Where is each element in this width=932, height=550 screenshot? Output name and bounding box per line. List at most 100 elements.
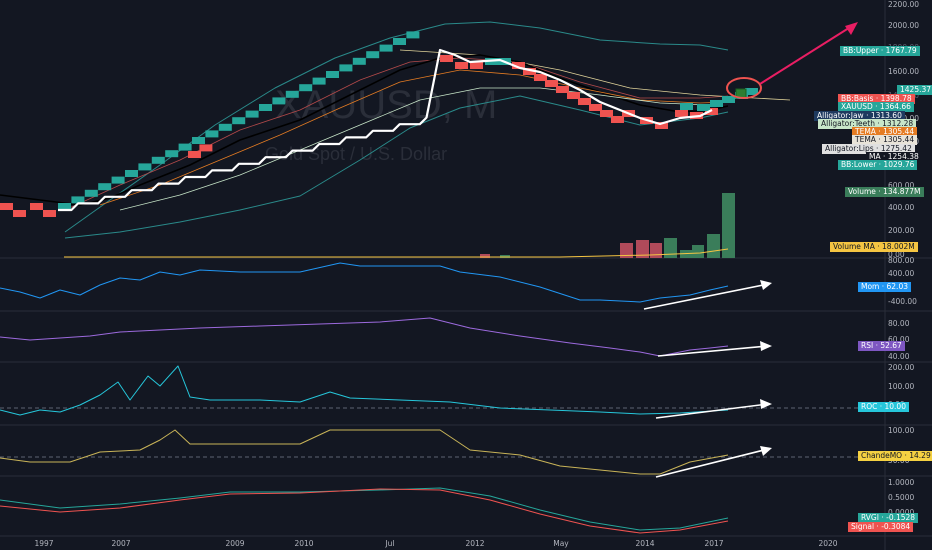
trend-arrow[interactable]	[759, 25, 853, 85]
bear-brick	[188, 151, 201, 158]
bull-brick	[680, 103, 693, 110]
bear-brick	[589, 104, 602, 111]
volume-bar	[636, 240, 649, 258]
price-tick: 2200.00	[888, 0, 919, 9]
bull-brick	[366, 51, 380, 59]
price-label-tag: Alligator:Jaw · 1313.60	[814, 111, 905, 121]
bull-brick	[379, 44, 393, 52]
rvgi-signal-tag: Signal · -0.3084	[848, 522, 914, 532]
bull-brick	[151, 156, 165, 164]
annotation-layer[interactable]	[726, 22, 858, 99]
volume-bars	[64, 193, 735, 258]
roc-arrowhead[interactable]	[760, 399, 772, 409]
rvgi-pane[interactable]	[0, 487, 729, 534]
bull-brick	[339, 64, 353, 72]
cmo-arrowhead[interactable]	[760, 446, 772, 456]
bull-brick	[165, 150, 179, 158]
bear-brick	[512, 62, 525, 69]
roc-pane[interactable]	[0, 365, 885, 419]
price-label-tag: Alligator:Teeth · 1312.28	[818, 119, 917, 129]
rsi-arrowhead[interactable]	[760, 341, 772, 351]
mom-tick: 800.00	[888, 256, 914, 265]
bull-brick	[192, 137, 205, 144]
volume-tick: 600.00	[888, 181, 914, 190]
rsi-tick: 80.00	[888, 319, 910, 328]
time-axis[interactable]: 1997 2007 2009 2010 Jul 2012 May 2014 2017 2020	[34, 539, 837, 548]
bollinger-bands	[64, 21, 791, 239]
bull-brick	[84, 189, 98, 197]
bear-brick	[199, 144, 213, 152]
cmo-tick: 100.00	[888, 426, 914, 435]
time-tick: 2007	[111, 539, 130, 548]
bull-brick	[722, 96, 735, 103]
time-tick: 2012	[465, 539, 484, 548]
bull-brick	[125, 170, 138, 177]
mom-arrowhead[interactable]	[760, 280, 772, 290]
price-label-tag: XAUUSD · 1364.66	[838, 102, 914, 112]
symbol-description-watermark: Gold Spot / U.S. Dollar	[265, 144, 447, 164]
roc-tick: 100.00	[888, 382, 914, 391]
highlight-ellipse[interactable]	[726, 77, 762, 99]
bear-brick	[440, 55, 453, 62]
mom-value-tag: Mom · 62.03	[858, 282, 911, 292]
zigzag-line	[58, 48, 713, 212]
ma-line	[0, 54, 729, 206]
bull-brick	[745, 88, 758, 95]
bear-brick	[567, 92, 580, 99]
time-tick: May	[553, 539, 569, 548]
bull-brick	[312, 77, 326, 85]
time-tick: 2014	[635, 539, 654, 548]
rsi-tick: 60.00	[888, 335, 910, 344]
cmo-trend-arrow[interactable]	[655, 448, 769, 478]
alligator-teeth-line	[399, 49, 791, 101]
alligator-lips-line	[119, 87, 711, 211]
bear-brick	[675, 110, 688, 117]
bull-brick	[259, 104, 272, 111]
bear-brick	[13, 210, 26, 217]
bear-brick	[611, 116, 624, 123]
time-tick: 1997	[34, 539, 53, 548]
bear-brick	[0, 203, 13, 210]
volume-label-tag: Volume · 134.877M	[845, 187, 924, 197]
volume-bar	[722, 193, 735, 258]
roc-tick: 200.00	[888, 363, 914, 372]
cmo-line	[0, 429, 729, 475]
bull-brick	[245, 110, 259, 118]
rvgi-value-tag: RVGI · -0.1528	[858, 513, 919, 523]
price-label-tag: BB:Lower · 1029.76	[838, 160, 918, 170]
moving-averages	[0, 54, 729, 211]
mom-line	[0, 262, 729, 303]
roc-trend-arrow[interactable]	[655, 403, 769, 419]
bull-brick	[710, 100, 723, 107]
chande-mo-pane[interactable]	[0, 429, 885, 478]
mom-trend-arrow[interactable]	[643, 283, 769, 310]
rvgi-signal-line	[0, 488, 729, 534]
bull-brick	[697, 104, 710, 111]
bear-brick	[455, 62, 468, 69]
bear-brick	[545, 80, 558, 87]
price-label-tag: TEMA · 1305.44	[852, 127, 918, 137]
volume-tick: 0.00	[888, 250, 905, 259]
price-label-tag: BB:Upper · 1767.79	[840, 46, 920, 56]
bull-brick	[272, 97, 286, 105]
rsi-trend-arrow[interactable]	[657, 345, 769, 357]
bull-brick	[352, 57, 366, 65]
bear-brick	[534, 74, 547, 81]
rvgi-tick: 0.0000	[888, 508, 914, 517]
rsi-pane[interactable]	[0, 317, 772, 357]
time-tick: 2020	[818, 539, 837, 548]
time-tick: Jul	[384, 539, 394, 548]
price-label-tag: MA · 1254.38	[866, 152, 922, 162]
momentum-pane[interactable]	[0, 262, 772, 310]
bear-brick	[705, 108, 718, 115]
bear-brick	[523, 68, 536, 75]
bull-brick	[98, 183, 112, 191]
trend-arrowhead[interactable]	[845, 22, 858, 35]
bull-brick	[71, 196, 85, 204]
price-label-tag: 1425.37	[897, 85, 932, 95]
white-trend-line	[58, 48, 713, 212]
price-tick: 1600.00	[888, 67, 919, 76]
